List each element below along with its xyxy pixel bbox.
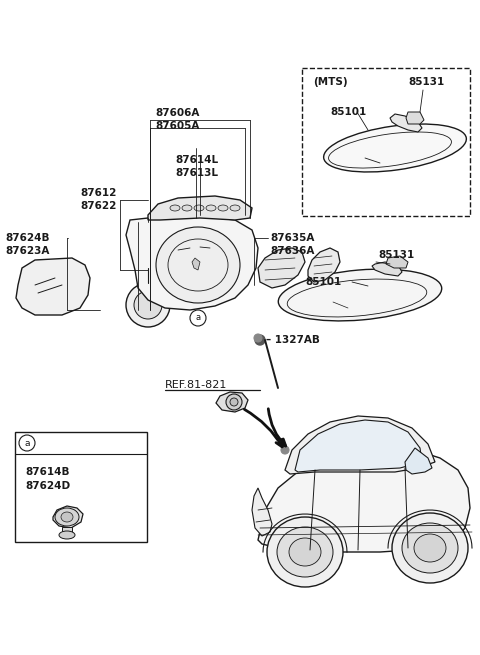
Text: 87614L: 87614L — [175, 155, 218, 165]
Text: 85131: 85131 — [408, 77, 444, 87]
Ellipse shape — [278, 269, 442, 321]
Polygon shape — [308, 248, 340, 282]
Text: 87636A: 87636A — [270, 246, 314, 256]
Bar — [62, 527, 72, 535]
Ellipse shape — [55, 508, 79, 526]
Circle shape — [226, 394, 242, 410]
Text: 85101: 85101 — [330, 107, 366, 117]
Ellipse shape — [194, 205, 204, 211]
Ellipse shape — [170, 205, 180, 211]
Polygon shape — [252, 488, 272, 536]
Ellipse shape — [218, 205, 228, 211]
Text: 85101: 85101 — [305, 277, 341, 287]
Circle shape — [126, 283, 170, 327]
Text: 87605A: 87605A — [155, 121, 199, 131]
Ellipse shape — [267, 517, 343, 587]
Polygon shape — [16, 258, 90, 315]
Polygon shape — [192, 258, 200, 270]
Text: 87624B: 87624B — [5, 233, 49, 243]
Circle shape — [254, 334, 262, 342]
Text: 87623A: 87623A — [5, 246, 49, 256]
Polygon shape — [53, 506, 83, 528]
Circle shape — [19, 435, 35, 451]
Circle shape — [281, 446, 289, 454]
Ellipse shape — [324, 124, 467, 172]
Text: (MTS): (MTS) — [313, 77, 348, 87]
Text: 87612: 87612 — [80, 188, 116, 198]
Polygon shape — [390, 114, 422, 132]
Polygon shape — [405, 448, 432, 474]
Text: 87622: 87622 — [80, 201, 116, 211]
Ellipse shape — [59, 531, 75, 539]
Polygon shape — [148, 196, 252, 220]
Ellipse shape — [289, 538, 321, 566]
Ellipse shape — [61, 512, 73, 522]
Polygon shape — [126, 216, 258, 310]
Ellipse shape — [182, 205, 192, 211]
Text: 87624D: 87624D — [25, 481, 70, 491]
Ellipse shape — [414, 534, 446, 562]
Text: REF.81-821: REF.81-821 — [165, 380, 228, 390]
Polygon shape — [258, 448, 470, 552]
Bar — [302, 68, 470, 216]
Polygon shape — [386, 256, 408, 268]
Bar — [138, 260, 158, 270]
Polygon shape — [285, 416, 435, 474]
Ellipse shape — [156, 227, 240, 303]
Text: 87635A: 87635A — [270, 233, 314, 243]
Circle shape — [255, 335, 265, 345]
Ellipse shape — [392, 513, 468, 583]
Text: 85131: 85131 — [378, 250, 414, 260]
Circle shape — [230, 398, 238, 406]
Text: 87613L: 87613L — [175, 168, 218, 178]
Polygon shape — [216, 392, 248, 412]
Ellipse shape — [277, 527, 333, 577]
Polygon shape — [372, 262, 402, 276]
Polygon shape — [295, 420, 422, 472]
Ellipse shape — [206, 205, 216, 211]
Polygon shape — [258, 248, 305, 288]
Text: a: a — [24, 438, 30, 447]
Circle shape — [134, 291, 162, 319]
Circle shape — [190, 310, 206, 326]
Bar — [141, 268, 155, 274]
Text: – 1327AB: – 1327AB — [266, 335, 320, 345]
Text: 87614B: 87614B — [25, 467, 70, 477]
Bar — [15, 432, 147, 542]
Ellipse shape — [402, 523, 458, 573]
Text: 87606A: 87606A — [155, 108, 199, 118]
Polygon shape — [406, 112, 424, 124]
Ellipse shape — [230, 205, 240, 211]
Text: a: a — [195, 314, 201, 322]
